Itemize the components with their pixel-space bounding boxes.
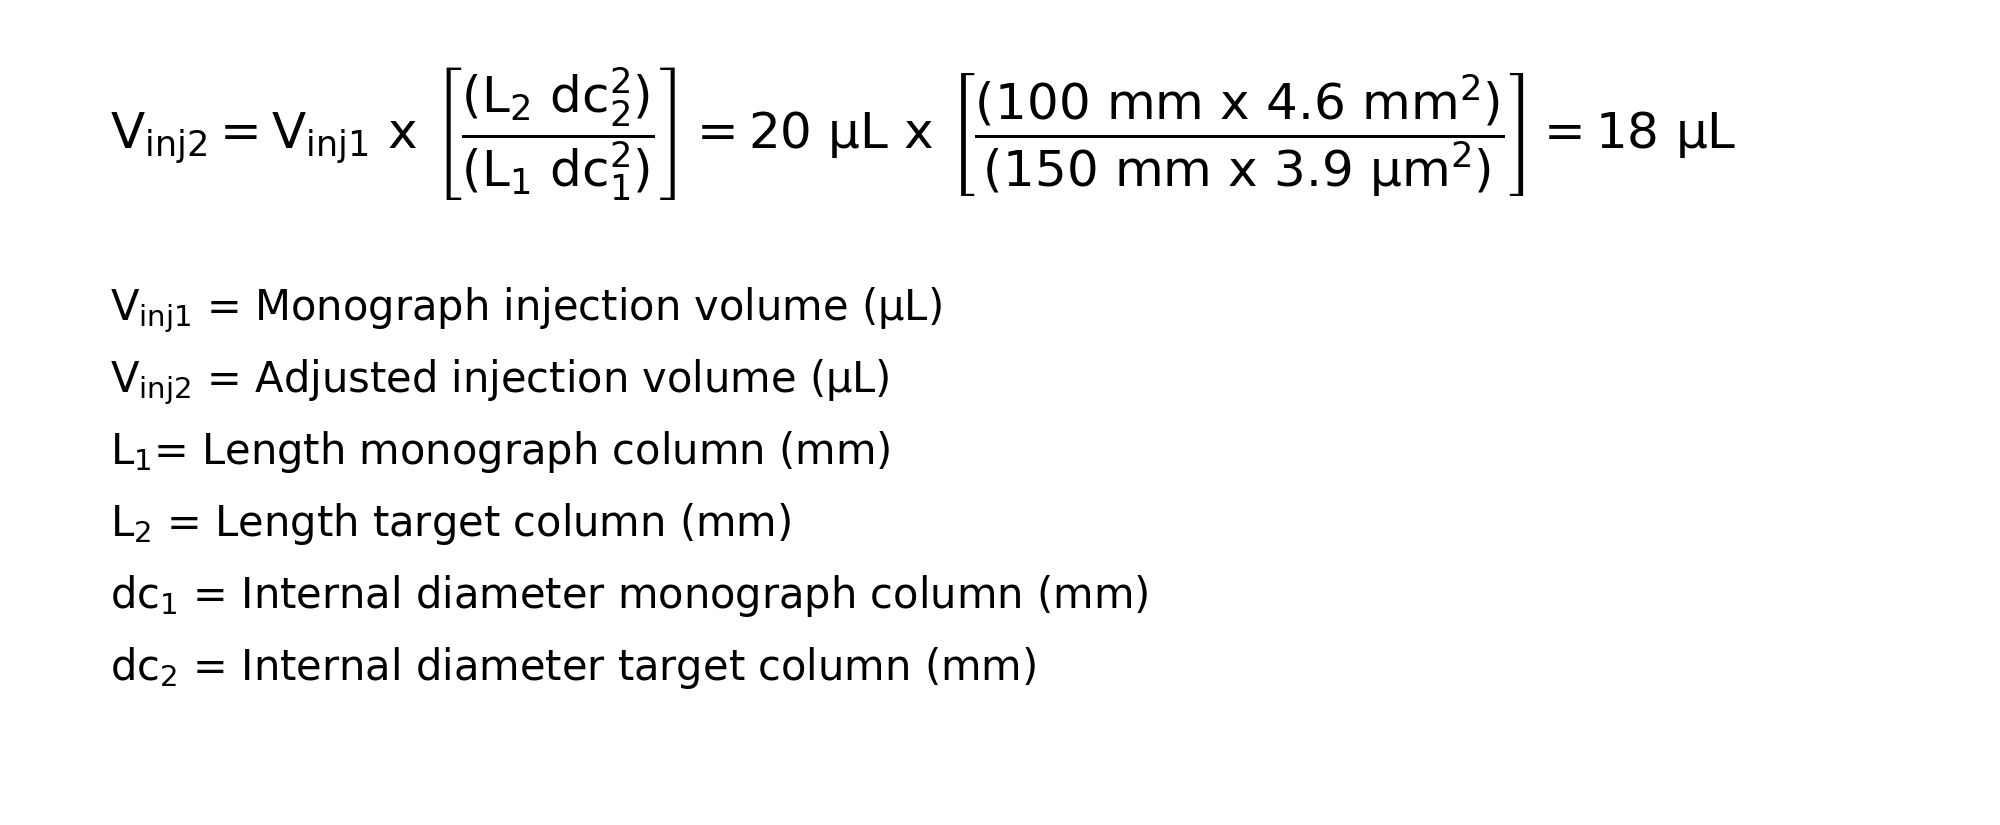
- Text: $\mathrm{V_{inj2} = V_{inj1}\ x\ \left[\dfrac{(L_2\ dc_2^2)}{(L_1\ dc_1^2)}\righ: $\mathrm{V_{inj2} = V_{inj1}\ x\ \left[\…: [110, 65, 1736, 202]
- Text: $\mathrm{L_1}$= Length monograph column (mm): $\mathrm{L_1}$= Length monograph column …: [110, 429, 890, 475]
- Text: $\mathrm{dc_1}$ = Internal diameter monograph column (mm): $\mathrm{dc_1}$ = Internal diameter mono…: [110, 573, 1148, 619]
- Text: $\mathrm{L_2}$ = Length target column (mm): $\mathrm{L_2}$ = Length target column (m…: [110, 501, 792, 547]
- Text: $\mathrm{V_{inj2}}$ = Adjusted injection volume (μL): $\mathrm{V_{inj2}}$ = Adjusted injection…: [110, 357, 890, 407]
- Text: $\mathrm{dc_2}$ = Internal diameter target column (mm): $\mathrm{dc_2}$ = Internal diameter targ…: [110, 645, 1036, 691]
- Text: $\mathrm{V_{inj1}}$ = Monograph injection volume (μL): $\mathrm{V_{inj1}}$ = Monograph injectio…: [110, 285, 942, 335]
